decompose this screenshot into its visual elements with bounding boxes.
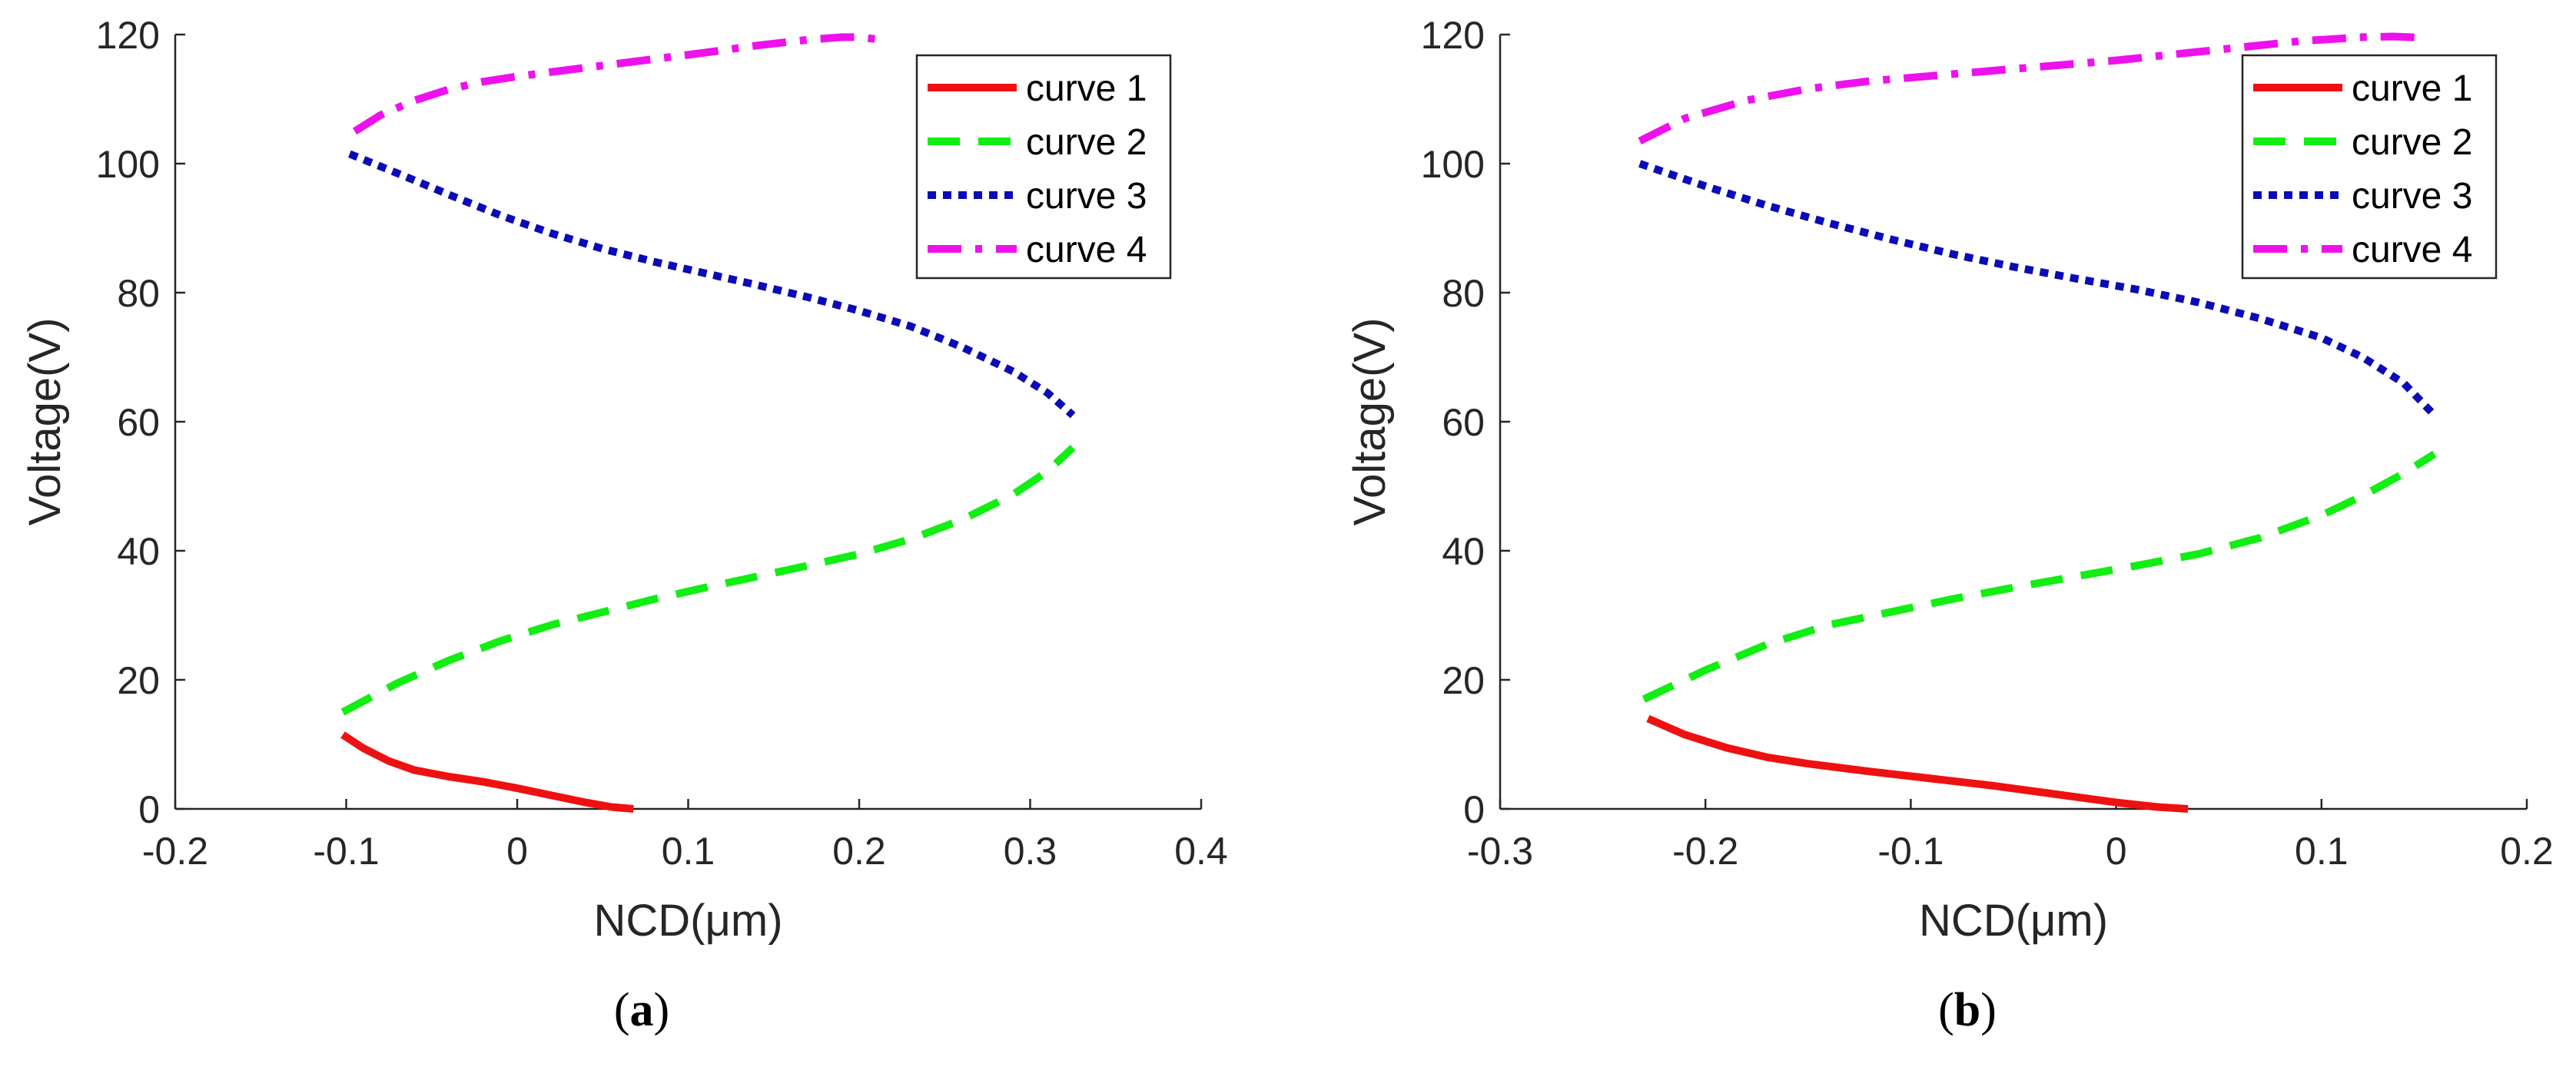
legend-box (2241, 54, 2498, 280)
y-tick-label: 0 (138, 788, 160, 831)
legend-label-curve-1: curve 1 (1026, 68, 1147, 109)
legend-label-curve-3: curve 3 (1026, 176, 1147, 217)
series-line-curve-3 (1638, 160, 2438, 419)
legend-label-curve-3: curve 3 (2352, 176, 2472, 217)
x-tick-label: 0.3 (1004, 830, 1057, 873)
legend-box (915, 54, 1172, 280)
y-tick-label: 80 (1442, 272, 1485, 315)
y-tick-label: 120 (1421, 14, 1485, 57)
x-tick-label: -0.3 (1467, 830, 1533, 873)
y-tick-label: 100 (1421, 143, 1485, 186)
series-line-curve-2 (340, 444, 1076, 716)
y-tick-label: 60 (117, 401, 160, 444)
y-tick-label: 40 (1442, 530, 1485, 573)
panel-label-a: (a) (613, 984, 670, 1036)
legend-label-curve-2: curve 2 (2352, 122, 2472, 163)
x-tick-label: 0 (2106, 830, 2127, 873)
y-tick-label: 20 (117, 659, 160, 702)
y-tick-label: 0 (1463, 788, 1485, 831)
panel-label-b: (b) (1938, 984, 1997, 1036)
legend-label-curve-1: curve 1 (2352, 68, 2472, 109)
x-tick-label: 0.4 (1174, 830, 1228, 873)
legend-label-curve-2: curve 2 (1026, 122, 1147, 163)
x-tick-label: 0.1 (662, 830, 715, 873)
chart-a: -0.2 -0.1 0 0.1 0.2 0.3 0.4 0 20 40 60 80 100 120 NCD(… (20, 14, 1228, 946)
legend: curve 1 curve 2 curve 3 curve 4 (2241, 54, 2498, 280)
y-tick-label: 60 (1442, 401, 1485, 444)
series-line-curve-3 (348, 150, 1076, 419)
x-tick-label: 0.1 (2295, 830, 2349, 873)
y-tick-label: 20 (1442, 659, 1485, 702)
x-axis-label: NCD(μm) (593, 896, 782, 946)
x-axis-label: NCD(μm) (1919, 896, 2108, 946)
x-tick-label: -0.1 (1877, 830, 1944, 873)
x-tick-label: 0.2 (2500, 830, 2554, 873)
x-tick-label: -0.2 (142, 830, 208, 873)
y-tick-label: 120 (96, 14, 160, 57)
legend: curve 1 curve 2 curve 3 curve 4 (915, 54, 1172, 280)
series-line-curve-4 (1638, 32, 2425, 145)
x-tick-label: 0.2 (832, 830, 886, 873)
chart-b: -0.3 -0.2 -0.1 0 0.1 0.2 0 20 40 60 80 100 120 NCD(μm… (1345, 14, 2554, 946)
y-tick-label: 40 (117, 530, 160, 573)
y-tick-label: 100 (96, 143, 160, 186)
x-tick-label: -0.2 (1672, 830, 1738, 873)
series-line-curve-4 (352, 33, 877, 135)
y-axis-label: Voltage(V) (20, 318, 70, 526)
series-line-curve-2 (1642, 450, 2437, 703)
series-line-curve-1 (1646, 714, 2189, 813)
series-line-curve-1 (340, 731, 634, 813)
x-tick-label: -0.1 (313, 830, 379, 873)
legend-label-curve-4: curve 4 (1026, 230, 1147, 270)
y-tick-label: 80 (117, 272, 160, 315)
legend-label-curve-4: curve 4 (2352, 230, 2472, 270)
y-axis-label: Voltage(V) (1345, 318, 1395, 526)
x-tick-label: 0 (506, 830, 528, 873)
